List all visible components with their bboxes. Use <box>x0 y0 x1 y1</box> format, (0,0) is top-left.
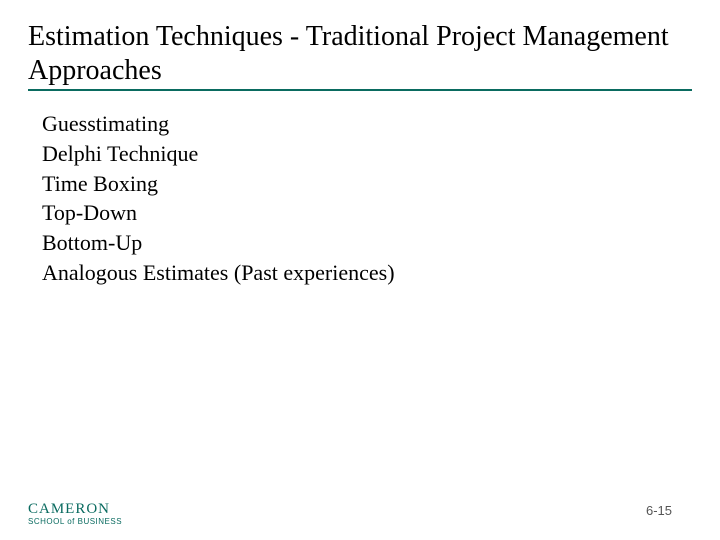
content-list: Guesstimating Delphi Technique Time Boxi… <box>28 109 692 287</box>
list-item: Delphi Technique <box>42 139 692 169</box>
list-item: Bottom-Up <box>42 228 692 258</box>
logo: CAMERON SCHOOL of BUSINESS <box>28 501 122 526</box>
footer: CAMERON SCHOOL of BUSINESS 6-15 <box>0 486 720 526</box>
list-item: Top-Down <box>42 198 692 228</box>
slide-title: Estimation Techniques - Traditional Proj… <box>28 20 692 87</box>
page-number: 6-15 <box>646 503 672 518</box>
list-item: Analogous Estimates (Past experiences) <box>42 258 692 288</box>
title-block: Estimation Techniques - Traditional Proj… <box>28 20 692 91</box>
list-item: Guesstimating <box>42 109 692 139</box>
logo-main-text: CAMERON <box>28 501 122 518</box>
logo-sub-text: SCHOOL of BUSINESS <box>28 517 122 526</box>
slide: Estimation Techniques - Traditional Proj… <box>0 0 720 540</box>
list-item: Time Boxing <box>42 169 692 199</box>
